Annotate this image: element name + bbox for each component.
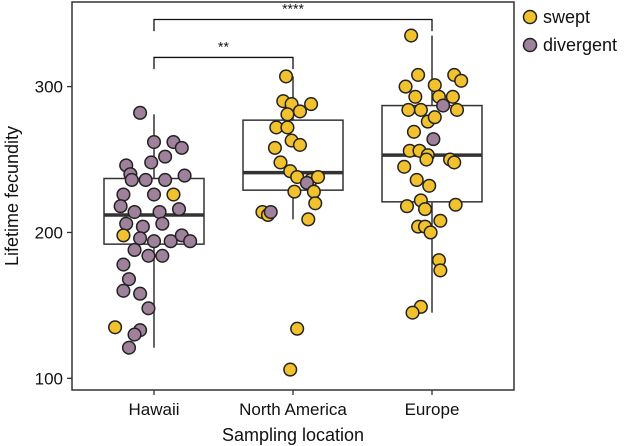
point-north-america-swept-24 [290,321,305,336]
y-tick-label-100: 100 [35,369,63,388]
point-hawaii-divergent-19 [119,216,134,231]
point-hawaii-divergent-30 [155,248,170,263]
point-europe-swept-11 [449,102,465,117]
point-europe-swept-12 [401,102,416,117]
point-europe-swept-23 [447,155,462,170]
point-hawaii-divergent-24 [146,234,162,249]
point-north-america-swept-4 [280,107,295,122]
legend-swept-label: swept [543,7,590,27]
significance-label-1: ** [218,38,229,54]
point-hawaii-divergent-5 [174,140,189,155]
point-north-america-swept-18 [306,184,321,199]
point-europe-swept-24 [409,172,424,188]
point-north-america-swept-7 [280,120,295,135]
point-north-america-swept-0 [279,69,294,84]
significance-bracket-1 [153,56,294,70]
point-hawaii-swept-22 [116,228,131,243]
point-hawaii-divergent-13 [146,187,162,202]
point-hawaii-divergent-2 [133,105,148,120]
x-axis: Hawaii North America Europe [128,390,459,419]
point-hawaii-divergent-12 [116,187,131,202]
point-europe-swept-9 [413,102,428,117]
legend-divergent-swatch [522,37,538,53]
point-hawaii-divergent-23 [133,231,148,246]
point-hawaii-divergent-10 [158,172,173,188]
point-europe-divergent-10 [436,98,451,113]
significance-bracket-0 [153,18,433,32]
point-europe-swept-2 [411,67,426,82]
x-tick-label-europe: Europe [405,400,460,419]
point-north-america-swept-3 [304,97,319,112]
y-axis: 100 200 300 [35,78,72,388]
point-europe-swept-28 [448,197,463,212]
point-north-america-swept-15 [310,169,326,185]
x-tick-label-hawaii: Hawaii [128,400,179,419]
point-hawaii-divergent-15 [113,199,128,214]
point-north-america-swept-5 [292,104,308,119]
point-europe-swept-6 [408,89,423,104]
x-tick-label-north-america: North America [239,400,347,419]
significance-label-0: **** [282,1,304,17]
point-hawaii-divergent-17 [152,204,167,220]
point-europe-divergent-16 [426,132,441,147]
point-hawaii-divergent-28 [127,242,142,258]
legend-swept-swatch [522,9,538,25]
point-hawaii-divergent-8 [124,172,139,188]
y-tick-label-300: 300 [35,78,63,97]
point-north-america-swept-11 [273,155,288,170]
point-europe-swept-13 [406,124,421,139]
point-hawaii-divergent-18 [171,202,187,217]
point-hawaii-divergent-34 [133,286,148,301]
point-europe-swept-35 [433,263,448,278]
point-north-america-divergent-22 [263,204,278,220]
significance-layer: ****** [153,1,433,70]
point-hawaii-divergent-32 [121,272,137,287]
point-hawaii-divergent-3 [146,134,162,150]
point-hawaii-divergent-39 [121,340,137,355]
points-layer [108,28,469,377]
point-hawaii-divergent-7 [144,155,159,170]
point-hawaii-divergent-21 [155,216,170,231]
point-europe-swept-25 [422,178,437,193]
point-europe-swept-26 [399,199,415,214]
point-north-america-swept-10 [292,137,308,152]
legend: swept divergent [522,7,617,55]
point-hawaii-divergent-11 [177,168,192,183]
point-europe-swept-32 [433,213,448,228]
point-hawaii-divergent-35 [141,301,156,316]
point-north-america-swept-19 [308,196,323,211]
point-europe-swept-0 [404,28,419,43]
point-hawaii-divergent-38 [127,327,142,342]
point-hawaii-divergent-20 [135,219,150,234]
point-hawaii-swept-36 [108,320,123,335]
point-hawaii-divergent-33 [116,283,131,298]
x-axis-title: Sampling location [222,425,364,445]
point-europe-swept-5 [454,73,469,88]
point-north-america-swept-9 [267,140,282,155]
point-hawaii-divergent-16 [127,204,142,220]
point-europe-swept-3 [427,78,442,93]
point-hawaii-divergent-6 [158,149,173,164]
point-north-america-swept-17 [287,184,302,199]
point-europe-swept-1 [398,79,413,94]
point-europe-swept-20 [397,159,412,174]
point-hawaii-divergent-27 [183,234,198,249]
point-europe-swept-29 [418,202,433,217]
point-hawaii-swept-14 [166,187,181,202]
y-tick-label-200: 200 [35,223,63,242]
point-europe-swept-8 [445,89,460,104]
point-hawaii-divergent-25 [163,234,178,249]
point-hawaii-divergent-29 [141,248,156,263]
point-hawaii-divergent-31 [116,257,131,272]
point-north-america-swept-25 [283,362,298,377]
point-europe-swept-37 [405,305,420,320]
point-europe-swept-21 [419,152,434,167]
point-europe-swept-15 [427,110,442,125]
y-axis-title: Lifetime fecundity [2,126,22,266]
point-north-america-swept-23 [301,212,316,227]
legend-divergent-label: divergent [543,35,617,55]
point-europe-swept-33 [423,225,438,240]
point-hawaii-divergent-9 [138,172,153,188]
